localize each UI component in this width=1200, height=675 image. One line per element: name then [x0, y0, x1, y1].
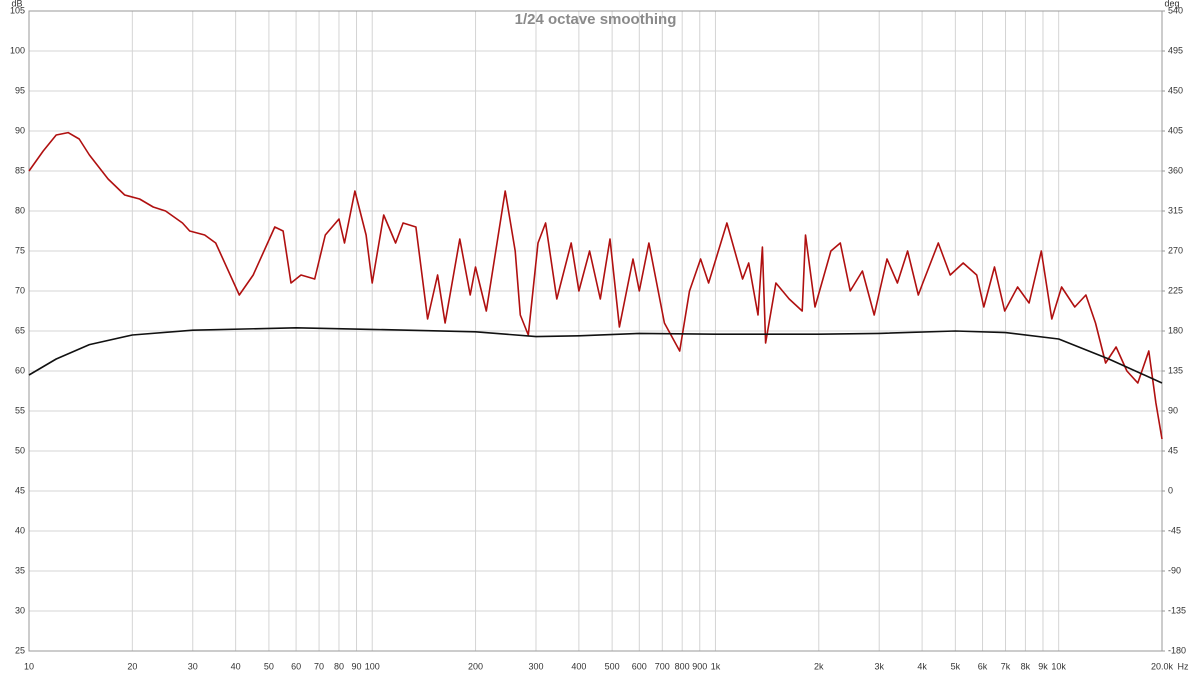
y-tick-label: 40 — [15, 525, 25, 535]
x-tick-label: 200 — [468, 661, 483, 671]
y2-tick-label: 405 — [1168, 125, 1183, 135]
x-tick-label: 10k — [1051, 661, 1066, 671]
y-tick-label: 105 — [10, 5, 25, 15]
x-tick-label: 800 — [675, 661, 690, 671]
y2-tick-label: 90 — [1168, 405, 1178, 415]
x-tick-label: 60 — [291, 661, 301, 671]
y2-tick-label: 315 — [1168, 205, 1183, 215]
x-tick-label: 40 — [231, 661, 241, 671]
x-tick-label: 300 — [528, 661, 543, 671]
y2-tick-label: -90 — [1168, 565, 1181, 575]
y-tick-label: 85 — [15, 165, 25, 175]
x-tick-label: 600 — [632, 661, 647, 671]
x-tick-label: 400 — [571, 661, 586, 671]
y2-tick-label: 0 — [1168, 485, 1173, 495]
y-tick-label: 100 — [10, 45, 25, 55]
x-tick-label: 7k — [1001, 661, 1011, 671]
x-tick-label: 6k — [978, 661, 988, 671]
y-tick-label: 25 — [15, 645, 25, 655]
y-tick-label: 65 — [15, 325, 25, 335]
y2-tick-label: 225 — [1168, 285, 1183, 295]
x-tick-label: 8k — [1021, 661, 1031, 671]
y-tick-label: 80 — [15, 205, 25, 215]
y-tick-label: 55 — [15, 405, 25, 415]
y2-tick-label: 45 — [1168, 445, 1178, 455]
y-tick-label: 70 — [15, 285, 25, 295]
x-tick-label: 50 — [264, 661, 274, 671]
x-tick-label: 10 — [24, 661, 34, 671]
y-tick-label: 95 — [15, 85, 25, 95]
x-tick-label: 1k — [711, 661, 721, 671]
x-tick-label: 90 — [352, 661, 362, 671]
x-tick-label: 4k — [917, 661, 927, 671]
y-tick-label: 60 — [15, 365, 25, 375]
response-line — [28, 131, 1163, 440]
y2-tick-label: 270 — [1168, 245, 1183, 255]
x-tick-label: 80 — [334, 661, 344, 671]
y2-tick-label: 540 — [1168, 5, 1183, 15]
y-tick-label: 35 — [15, 565, 25, 575]
y-tick-label: 75 — [15, 245, 25, 255]
x-tick-label: 100 — [365, 661, 380, 671]
y-tick-label: 30 — [15, 605, 25, 615]
y2-tick-label: 360 — [1168, 165, 1183, 175]
y-unit: dB — [11, 0, 22, 8]
x-tick-label: 30 — [188, 661, 198, 671]
x-tick-label: 500 — [605, 661, 620, 671]
y-tick-label: 45 — [15, 485, 25, 495]
x-tick-label: 20.0k — [1151, 661, 1174, 671]
x-tick-label: 3k — [874, 661, 884, 671]
y-tick-label: 90 — [15, 125, 25, 135]
y2-tick-label: 495 — [1168, 45, 1183, 55]
plot-frame — [28, 10, 1163, 652]
y2-tick-label: 180 — [1168, 325, 1183, 335]
y2-tick-label: 450 — [1168, 85, 1183, 95]
y2-unit: deg — [1164, 0, 1179, 8]
x-tick-label: 70 — [314, 661, 324, 671]
x-unit: Hz — [1178, 661, 1189, 671]
y2-tick-label: -180 — [1168, 645, 1186, 655]
x-tick-label: 700 — [655, 661, 670, 671]
y-tick-label: 50 — [15, 445, 25, 455]
y2-tick-label: -45 — [1168, 525, 1181, 535]
x-tick-label: 9k — [1038, 661, 1048, 671]
x-tick-label: 2k — [814, 661, 824, 671]
x-tick-label: 5k — [951, 661, 961, 671]
y2-tick-label: -135 — [1168, 605, 1186, 615]
response-line — [28, 327, 1163, 384]
y2-tick-label: 135 — [1168, 365, 1183, 375]
x-tick-label: 900 — [692, 661, 707, 671]
x-tick-label: 20 — [127, 661, 137, 671]
chart-title: 1/24 octave smoothing — [515, 11, 677, 28]
